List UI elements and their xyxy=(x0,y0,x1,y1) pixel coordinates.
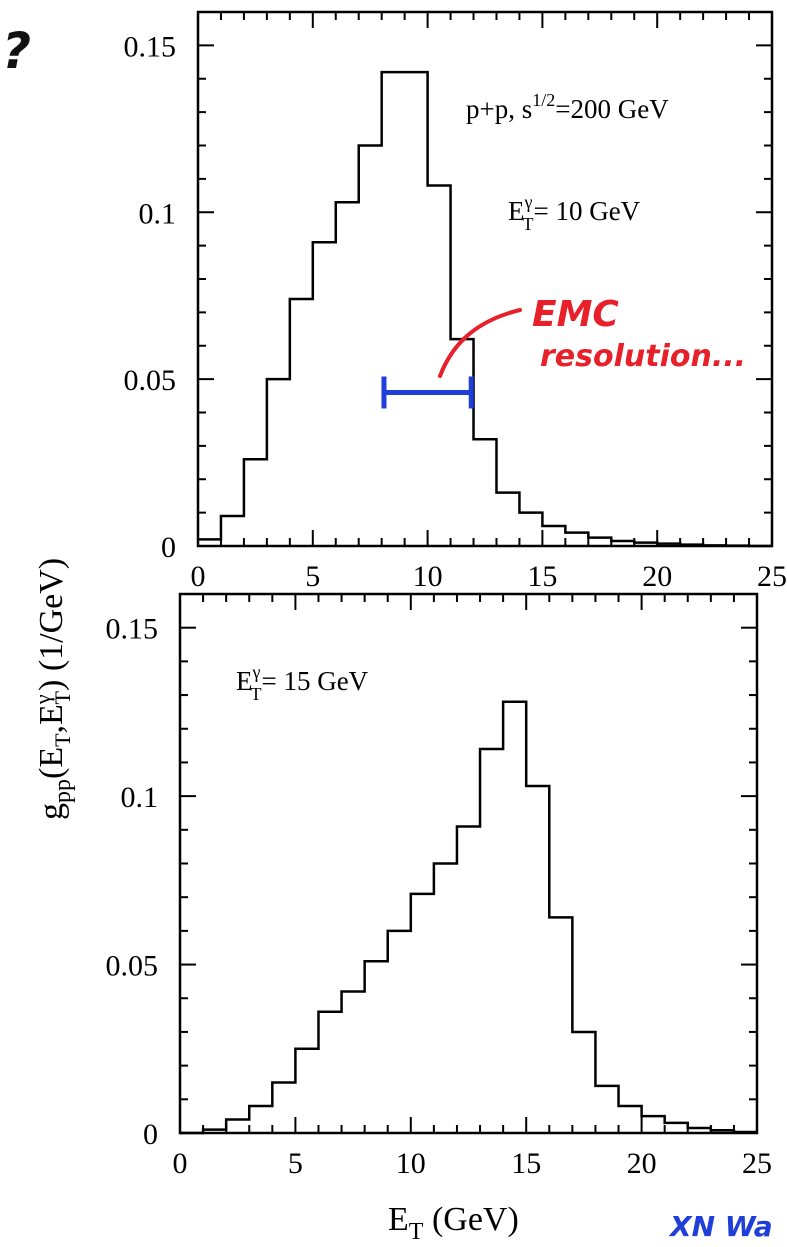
y-tick-label: 0.05 xyxy=(124,364,177,397)
annotation-photon-et: Eγ T= 15 GeV xyxy=(236,662,369,704)
bottom-panel: 0 5 10 15 20 25 0 0.05 0.1 0.15 Eγ T= 15 GeV xyxy=(106,592,772,1180)
histogram-line xyxy=(180,700,757,1135)
y-tick-label: 0.05 xyxy=(106,950,159,983)
handwritten-note-line2: resolution... xyxy=(540,339,746,374)
corner-mark: ? xyxy=(2,22,31,80)
y-tick-label: 0 xyxy=(161,531,176,564)
x-tick-label: 10 xyxy=(396,1147,426,1180)
handwritten-note-line1: EMC xyxy=(532,294,619,335)
x-tick-label: 0 xyxy=(191,560,206,593)
y-tick-label: 0.15 xyxy=(106,613,159,646)
y-tick-label: 0.15 xyxy=(124,30,177,63)
top-panel: 0 5 10 15 20 25 0 0.05 0.1 0.15 p+p, s1/2=200 GeV E… xyxy=(124,10,787,593)
y-tick-label: 0.1 xyxy=(139,197,177,230)
x-tick-label: 5 xyxy=(288,1147,303,1180)
x-tick-label: 25 xyxy=(757,560,787,593)
x-tick-label: 5 xyxy=(305,560,320,593)
x-tick-label: 15 xyxy=(511,1147,541,1180)
handwritten-signature: XN Wa xyxy=(668,1210,773,1243)
x-tick-label: 10 xyxy=(413,560,443,593)
note-pointer xyxy=(438,308,522,378)
x-tick-label: 25 xyxy=(742,1147,772,1180)
histogram-line xyxy=(198,70,772,548)
x-tick-label: 20 xyxy=(627,1147,657,1180)
annotation-process: p+p, s1/2=200 GeV xyxy=(466,90,669,124)
x-tick-label: 15 xyxy=(527,560,557,593)
plot-frame xyxy=(196,10,774,548)
y-tick-label: 0.1 xyxy=(121,781,159,814)
x-tick-label: 20 xyxy=(642,560,672,593)
y-tick-label: 0 xyxy=(143,1118,158,1151)
y-axis-label: gpp(ET,EγT) (1/GeV) xyxy=(30,558,76,820)
x-tick-label: 0 xyxy=(173,1147,188,1180)
annotation-photon-et: Eγ T= 10 GeV xyxy=(508,192,641,234)
x-axis-label: ET (GeV) xyxy=(388,1201,519,1245)
